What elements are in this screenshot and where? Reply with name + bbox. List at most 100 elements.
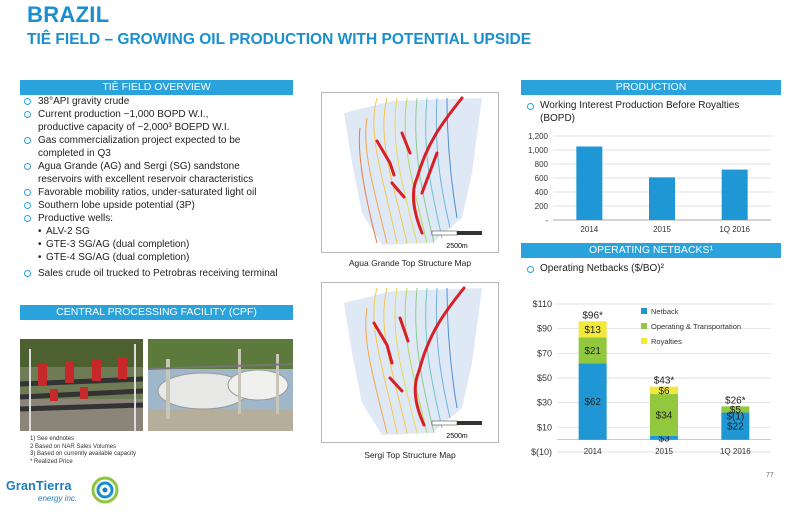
x-tick-label: 2014 bbox=[584, 447, 602, 456]
total-label: $43* bbox=[654, 376, 675, 387]
x-tick-label: 1Q 2016 bbox=[719, 225, 750, 234]
segment-label: $6 bbox=[658, 386, 670, 397]
segment-label: $5 bbox=[730, 405, 742, 416]
map-scale-label-2: 2500m bbox=[446, 433, 468, 440]
legend-swatch bbox=[641, 308, 647, 314]
y-tick-label: 600 bbox=[535, 174, 549, 183]
production-bar bbox=[576, 146, 603, 220]
segment-label: $3 bbox=[658, 433, 670, 444]
netbacks-subtitle: Operating Netbacks ($/BO)² bbox=[527, 263, 777, 276]
y-tick-label: $50 bbox=[537, 373, 552, 383]
page-number: 77 bbox=[766, 472, 774, 479]
overview-bullet: Gas commercialization project expected t… bbox=[20, 134, 300, 160]
bullet-icon bbox=[24, 215, 31, 222]
overview-bullet: Southern lobe upside potential (3P) bbox=[20, 199, 300, 212]
bullet-icon bbox=[24, 98, 31, 105]
netback-segment-2 bbox=[578, 321, 607, 338]
footnote: * Realized Price bbox=[30, 458, 73, 465]
page-title: BRAZIL bbox=[27, 2, 110, 27]
bullet-line: 38°API gravity crude bbox=[38, 96, 130, 107]
bullet-line: reservoirs with excellent reservoir char… bbox=[38, 174, 254, 185]
bullet-line: Productive wells: bbox=[38, 213, 114, 224]
footnote: 1) See endnotes bbox=[30, 436, 75, 442]
production-chart: - 200 400 600 800 1,000 1,200 2014 2015 1Q 2016 bbox=[528, 132, 771, 234]
well-item: GTE-3 SG/AG (dual completion) bbox=[38, 238, 300, 251]
y-tick-label: 200 bbox=[535, 202, 549, 211]
overview-band: TIÊ FIELD OVERVIEW bbox=[20, 80, 293, 95]
cpf-photo-manifold bbox=[20, 339, 143, 431]
netbacks-chart: $(10) $10 $30 $50 $70 $90 $110 $62 $21 $13 $96* 201… bbox=[531, 299, 771, 457]
netback-segment-2 bbox=[650, 386, 678, 395]
y-tick-label: $10 bbox=[537, 422, 552, 432]
y-tick-label: 800 bbox=[535, 160, 549, 169]
bullet-line: Gas commercialization project expected t… bbox=[38, 135, 241, 146]
overview-bullets: 38°API gravity crude Current production ~… bbox=[20, 95, 300, 280]
sergi-map: 2500m bbox=[321, 282, 499, 443]
production-band: PRODUCTION bbox=[521, 80, 781, 95]
segment-label: $22 bbox=[727, 422, 744, 433]
page-subtitle: TIÊ FIELD – GROWING OIL PRODUCTION WITH … bbox=[27, 31, 532, 48]
bullet-icon bbox=[24, 111, 31, 118]
legend-swatch bbox=[641, 338, 647, 344]
y-tick-label: 400 bbox=[535, 188, 549, 197]
footnotes: 1) See endnotes 2 Based on NAR Sales Volu… bbox=[30, 436, 136, 466]
bullet-icon bbox=[24, 270, 31, 277]
total-label: $96* bbox=[582, 310, 603, 321]
sergi-caption: Sergi Top Structure Map bbox=[364, 450, 456, 460]
well-item: ALV-2 SG bbox=[38, 225, 300, 238]
production-subtitle-line2: (BOPD) bbox=[540, 112, 575, 124]
production-subtitle-line1: Working Interest Production Before Royal… bbox=[540, 100, 740, 111]
y-tick-label: - bbox=[545, 216, 548, 225]
netback-segment-1 bbox=[721, 406, 750, 413]
bullet-line: Agua Grande (AG) and Sergi (SG) sandston… bbox=[38, 161, 240, 172]
bullet-icon bbox=[527, 103, 534, 110]
bullet-icon bbox=[24, 202, 31, 209]
y-tick-label: $30 bbox=[537, 398, 552, 408]
y-tick-label: $90 bbox=[537, 324, 552, 334]
total-label: $26* bbox=[725, 395, 746, 406]
overview-bullet: 38°API gravity crude bbox=[20, 95, 300, 108]
segment-label: $21 bbox=[584, 346, 601, 357]
agua-grande-map: 2500m bbox=[321, 92, 499, 253]
production-bar bbox=[649, 177, 675, 220]
bullet-icon bbox=[527, 266, 534, 273]
segment-label: $13 bbox=[584, 325, 601, 336]
cpf-band: CENTRAL PROCESSING FACILITY (CPF) bbox=[20, 305, 293, 320]
netback-segment-1 bbox=[578, 337, 607, 364]
bullet-line: Sales crude oil trucked to Petrobras rec… bbox=[38, 268, 278, 279]
company-logo: GranTierra energy inc. bbox=[6, 474, 126, 508]
y-tick-label: $110 bbox=[533, 299, 552, 309]
bullet-line: productive capacity of ~2,000³ BOEPD W.I… bbox=[38, 122, 230, 133]
bullet-line: Current production ~1,000 BOPD W.I., bbox=[38, 109, 209, 120]
legend-label: Operating & Transportation bbox=[651, 322, 741, 331]
bullet-line: completed in Q3 bbox=[38, 148, 111, 159]
logo-swirl-icon bbox=[91, 476, 119, 504]
cpf-photo-tanks bbox=[148, 339, 293, 431]
production-bar bbox=[721, 169, 748, 220]
segment-label: $(1) bbox=[726, 411, 744, 422]
y-tick-label: $(10) bbox=[531, 447, 552, 457]
overview-bullet: Productive wells:ALV-2 SGGTE-3 SG/AG (du… bbox=[20, 212, 300, 264]
bullet-icon bbox=[24, 163, 31, 170]
x-tick-label: 2015 bbox=[653, 225, 671, 234]
y-tick-label: $70 bbox=[537, 348, 552, 358]
netback-segment-0 bbox=[650, 435, 678, 440]
bullet-icon bbox=[24, 137, 31, 144]
netback-segment-0 bbox=[721, 412, 750, 440]
footnote: 2 Based on NAR Sales Volumes bbox=[30, 443, 117, 450]
production-subtitle: Working Interest Production Before Royal… bbox=[527, 100, 777, 125]
netback-segment-1 bbox=[650, 394, 678, 436]
y-tick-label: 1,200 bbox=[528, 132, 549, 141]
segment-label: $34 bbox=[656, 411, 673, 422]
legend-label: Netback bbox=[651, 307, 679, 316]
legend-label: Royalties bbox=[651, 337, 682, 346]
netbacks-subtitle-text: Operating Netbacks ($/BO)² bbox=[540, 263, 664, 274]
legend-swatch bbox=[641, 323, 647, 329]
segment-label: $62 bbox=[584, 397, 601, 408]
bullet-line: Favorable mobility ratios, under-saturat… bbox=[38, 187, 257, 198]
agua-grande-caption: Agua Grande Top Structure Map bbox=[348, 258, 472, 268]
well-item: GTE-4 SG/AG (dual completion) bbox=[38, 251, 300, 264]
netback-segment-0 bbox=[578, 363, 607, 440]
netbacks-band: OPERATING NETBACKS¹ bbox=[521, 243, 781, 258]
bullet-line: Southern lobe upside potential (3P) bbox=[38, 200, 195, 211]
